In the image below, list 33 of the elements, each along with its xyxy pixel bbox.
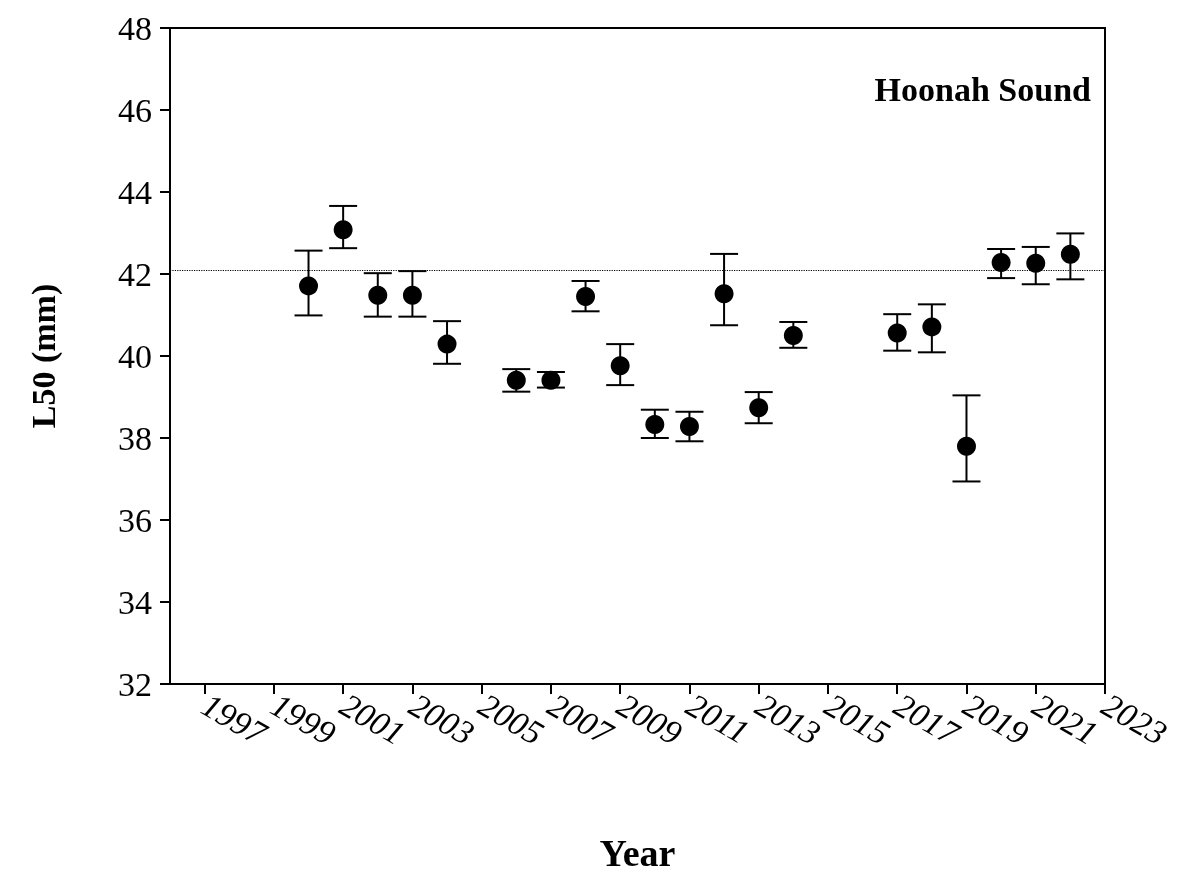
y-tick-label: 34	[118, 583, 152, 621]
point	[783, 326, 803, 345]
y-tick-label: 46	[118, 91, 152, 129]
point	[368, 285, 388, 305]
point	[679, 417, 699, 437]
point	[437, 334, 457, 354]
point	[541, 370, 561, 390]
point	[922, 317, 942, 337]
x-axis-title: Year	[599, 832, 676, 874]
y-tick-label: 32	[118, 665, 152, 703]
point	[714, 284, 734, 304]
point	[333, 220, 353, 240]
point	[957, 436, 976, 456]
y-tick-label: 40	[118, 337, 152, 375]
point	[610, 356, 630, 376]
point	[645, 414, 665, 434]
annotation: Hoonah Sound	[874, 70, 1092, 108]
y-tick-label: 38	[118, 419, 152, 457]
point	[576, 287, 596, 307]
point	[402, 285, 422, 305]
y-tick-label: 44	[118, 173, 152, 211]
point	[887, 323, 907, 343]
y-tick-label: 48	[118, 9, 152, 47]
x-tick-label: 2023	[1095, 685, 1174, 753]
y-tick-label: 36	[118, 501, 152, 539]
y-tick-label: 42	[118, 255, 152, 293]
point	[1060, 244, 1080, 264]
point	[506, 370, 526, 390]
point	[299, 276, 319, 296]
point	[749, 398, 769, 418]
y-axis-title: L50 (mm)	[24, 283, 63, 429]
point	[1026, 253, 1046, 273]
point	[991, 253, 1011, 273]
